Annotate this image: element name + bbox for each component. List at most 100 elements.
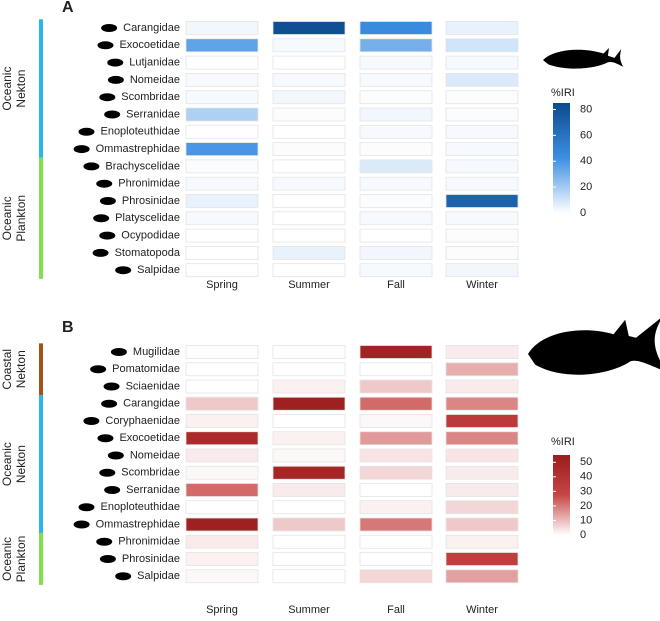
heat-cell — [272, 414, 346, 428]
row-label: Phronimidae — [118, 536, 180, 548]
group-label: Oceanic Plankton — [0, 536, 28, 583]
taxon-icon — [83, 162, 100, 171]
heat-cell — [272, 569, 346, 584]
row-label: Exocoetidae — [119, 39, 180, 51]
taxon-icon — [96, 537, 113, 546]
taxon-icon — [99, 468, 116, 477]
heat-cell — [359, 245, 433, 260]
colorbar-tick-label: 20 — [580, 500, 592, 512]
row-label: Phrosinidae — [122, 553, 180, 565]
heat-cell — [445, 38, 519, 53]
x-tick-label: Winter — [466, 279, 498, 291]
taxon-icon — [90, 365, 107, 374]
heat-cell — [359, 379, 433, 394]
heat-cell — [185, 228, 259, 243]
heat-cell — [272, 483, 346, 497]
heat-cell — [272, 534, 346, 549]
tuna-icon — [528, 318, 660, 375]
heat-cell — [359, 263, 433, 278]
panel-label: A — [62, 0, 74, 16]
heat-cell — [359, 228, 433, 243]
heat-cell — [359, 21, 433, 35]
heat-cell — [272, 73, 346, 87]
row-label: Salpidae — [137, 570, 180, 582]
taxon-icon — [101, 24, 118, 32]
row-label: Phrosinidae — [122, 195, 180, 207]
colorbar-tick-label: 0 — [580, 207, 586, 219]
colorbar-tick-label: 40 — [580, 471, 592, 483]
heat-cell — [272, 431, 346, 446]
heat-cell — [272, 465, 346, 480]
heat-cell — [445, 569, 519, 584]
heat-cell — [445, 379, 519, 394]
heat-cell — [185, 414, 259, 428]
heat-cell — [359, 552, 433, 566]
heat-cell — [272, 379, 346, 394]
heat-cell — [445, 245, 519, 260]
row-label: Brachyscelidae — [105, 160, 180, 172]
taxon-icon — [99, 231, 116, 240]
colorbar — [553, 103, 570, 213]
heat-cell — [359, 414, 433, 428]
heat-cell — [185, 396, 259, 411]
heat-cell — [359, 448, 433, 463]
group-bar — [39, 19, 43, 158]
heat-cell — [445, 159, 519, 174]
group-label: Coastal Nekton — [0, 349, 28, 390]
taxon-icon — [83, 417, 100, 425]
taxon-icon — [115, 266, 132, 275]
group-bar — [39, 533, 43, 585]
group-label-line: Oceanic — [0, 196, 14, 240]
group-label-line: Oceanic — [0, 67, 14, 111]
heat-cell — [272, 142, 346, 157]
group-label: Oceanic Nekton — [0, 442, 28, 486]
heat-cell — [359, 142, 433, 157]
heat-cell — [185, 194, 259, 208]
row-label: Scombridae — [121, 467, 180, 479]
heat-cell — [359, 176, 433, 191]
colorbar-tick-label: 60 — [580, 129, 592, 141]
heat-cell — [185, 500, 259, 515]
heat-cell — [272, 107, 346, 122]
heat-cell — [185, 263, 259, 278]
panel-label: B — [62, 319, 74, 336]
heat-cell — [445, 228, 519, 243]
heat-cell — [272, 345, 346, 359]
x-tick-label: Summer — [288, 279, 330, 291]
heat-cell — [272, 38, 346, 53]
heat-cell — [359, 159, 433, 174]
heat-cell — [359, 55, 433, 70]
heat-cell — [359, 73, 433, 87]
heat-cell — [359, 38, 433, 53]
row-label: Serranidae — [126, 484, 180, 496]
taxon-icon — [107, 75, 124, 84]
group-bar — [39, 157, 43, 279]
group-label-line: Nekton — [14, 70, 28, 108]
taxon-icon — [99, 555, 116, 563]
row-label: Phronimidae — [118, 178, 180, 190]
x-tick-label: Summer — [288, 604, 330, 616]
heat-cell — [359, 345, 433, 359]
heat-cell — [185, 569, 259, 584]
heat-cell — [272, 90, 346, 105]
heat-cell — [185, 552, 259, 566]
colorbar-tick-label: 20 — [580, 181, 592, 193]
taxon-icon — [97, 434, 114, 443]
colorbar — [553, 455, 570, 535]
group-bar — [39, 395, 43, 534]
colorbar-tick-label: 50 — [580, 456, 592, 468]
heat-cell — [445, 124, 519, 139]
heat-cell — [185, 73, 259, 87]
heat-cell — [445, 362, 519, 377]
tuna-icon — [543, 48, 624, 69]
heat-cell — [445, 263, 519, 278]
heat-cell — [359, 194, 433, 208]
heat-cell — [272, 176, 346, 191]
heat-cell — [185, 431, 259, 446]
heat-cell — [185, 55, 259, 70]
group-label: Oceanic Plankton — [0, 195, 28, 242]
heat-cell — [185, 379, 259, 394]
x-tick-label: Spring — [206, 279, 238, 291]
taxon-icon — [104, 486, 121, 494]
